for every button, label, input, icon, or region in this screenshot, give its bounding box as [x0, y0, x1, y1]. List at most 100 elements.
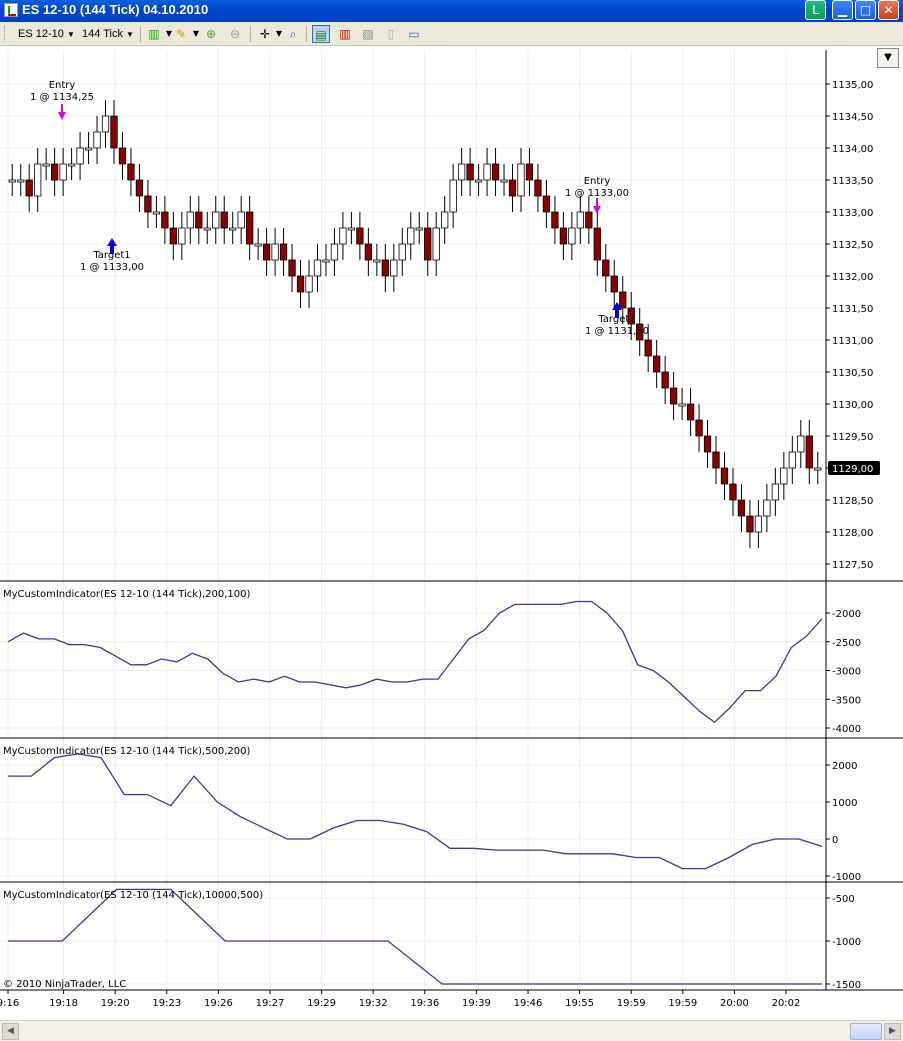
- price-bar: [474, 179, 483, 183]
- strategy-icon[interactable]: ▯: [387, 27, 395, 41]
- price-tick-label: 1131,50: [832, 304, 873, 315]
- price-bar: [152, 211, 161, 215]
- x-tick-label: 19:20: [101, 998, 130, 1009]
- indicator-title: MyCustomIndicator(ES 12-10 (144 Tick),50…: [3, 746, 250, 757]
- price-bar: [695, 419, 703, 437]
- scroll-left-icon[interactable]: ◀: [2, 1023, 19, 1040]
- chevron-down-icon[interactable]: ▼: [192, 29, 200, 38]
- price-bar: [525, 163, 534, 181]
- x-tick-label: 19:46: [514, 998, 543, 1009]
- price-bar: [780, 467, 788, 485]
- price-bar: [169, 227, 177, 245]
- price-bar: [542, 195, 551, 213]
- price-bar: [135, 179, 144, 197]
- price-bar: [127, 163, 135, 181]
- x-tick-label: 19:29: [307, 998, 336, 1009]
- bar-type-icon[interactable]: ▥: [148, 27, 160, 41]
- price-tick-label: 1132,50: [832, 240, 873, 251]
- indicator-tick-label: -500: [832, 894, 855, 905]
- annotation-label: Entry: [584, 176, 611, 187]
- price-bar: [398, 243, 406, 261]
- target-arrow-icon: [107, 238, 117, 254]
- price-bar: [508, 179, 517, 197]
- indicator-tick-label: -2500: [832, 638, 861, 649]
- entry-arrow-icon: [593, 198, 601, 214]
- properties-icon[interactable]: ▧: [362, 27, 374, 41]
- crosshair-icon[interactable]: ✛: [259, 27, 271, 41]
- price-bar: [432, 227, 440, 261]
- price-bar: [576, 211, 584, 229]
- grid: [0, 50, 826, 990]
- scroll-thumb[interactable]: [850, 1023, 882, 1040]
- indicator2-line: [8, 753, 823, 870]
- zoom-in-icon[interactable]: ⊕: [205, 27, 217, 41]
- price-bar: [771, 483, 780, 501]
- price-bar: [619, 291, 627, 309]
- price-bar: [763, 499, 771, 517]
- price-bar: [17, 179, 25, 183]
- annotation-label: Target1: [597, 314, 635, 325]
- last-price-badge: [828, 461, 880, 475]
- price-bar: [500, 179, 508, 183]
- magnifier-icon[interactable]: ⌕: [289, 27, 297, 41]
- instrument-label: ES 12-10: [18, 28, 64, 40]
- price-bar: [424, 227, 432, 261]
- price-bar: [229, 227, 237, 231]
- price-tick-label: 1131,00: [832, 336, 873, 347]
- horizontal-scrollbar[interactable]: ◀ ▶: [0, 1020, 903, 1041]
- link-button[interactable]: L: [805, 0, 826, 20]
- copyright-label: © 2010 NinjaTrader, LLC: [3, 979, 126, 990]
- x-tick-label: 19:32: [359, 998, 388, 1009]
- x-tick-label: 19:59: [617, 998, 646, 1009]
- price-bar: [25, 179, 33, 197]
- chart-style-icon[interactable]: ▥: [339, 27, 351, 41]
- price-bar: [339, 227, 347, 245]
- price-bar: [186, 211, 194, 229]
- zoom-out-icon[interactable]: ⊖: [229, 27, 241, 41]
- instrument-dropdown[interactable]: ES 12-10 ▼: [18, 26, 75, 42]
- interval-dropdown[interactable]: 144 Tick ▼: [82, 26, 134, 42]
- price-bar: [636, 323, 644, 341]
- price-bar: [203, 227, 211, 231]
- price-bar: [330, 243, 339, 261]
- app-icon[interactable]: [4, 3, 18, 17]
- price-bar: [322, 259, 330, 263]
- price-bar: [602, 259, 610, 277]
- x-tick-label: 19:26: [204, 998, 233, 1009]
- price-bar: [661, 371, 669, 389]
- annotation-label: Entry: [49, 80, 76, 91]
- draw-pencil-icon[interactable]: ✎: [175, 27, 187, 41]
- price-bar: [101, 115, 110, 133]
- indicator1-line: [7, 600, 823, 724]
- indicator-tick-label: -3000: [832, 667, 861, 678]
- window-title: ES 12-10 (144 Tick) 04.10.2010: [22, 2, 209, 17]
- price-bar: [381, 259, 389, 277]
- price-bar: [644, 339, 652, 357]
- toolbar-grip[interactable]: [4, 26, 6, 42]
- chevron-down-icon[interactable]: ▼: [165, 29, 173, 38]
- indicator-tick-label: -1000: [832, 872, 861, 883]
- price-bar: [8, 179, 16, 183]
- price-bar: [703, 435, 712, 453]
- close-button[interactable]: ✕: [878, 0, 899, 20]
- scroll-dropdown-button[interactable]: ▼: [877, 48, 899, 68]
- x-tick-label: 19:39: [462, 998, 491, 1009]
- price-bar: [84, 147, 93, 151]
- price-bar: [161, 211, 169, 229]
- target-arrow-icon: [612, 302, 622, 318]
- maximize-button[interactable]: □: [855, 0, 876, 20]
- toolbar-separator: [140, 26, 141, 42]
- price-tick-label: 1127,50: [832, 560, 873, 571]
- price-bar: [288, 259, 296, 277]
- minimize-button[interactable]: ▁: [832, 0, 853, 20]
- data-box-icon[interactable]: ▤: [312, 25, 330, 43]
- price-bar: [712, 451, 720, 469]
- chevron-down-icon: ▼: [66, 30, 75, 39]
- chart-canvas[interactable]: 9:16 19:18 19:20 19:23 19:26 19:27 19:29 19:32 1…: [0, 46, 903, 1020]
- price-bar: [441, 211, 449, 229]
- chevron-down-icon[interactable]: ▼: [275, 29, 283, 38]
- template-icon[interactable]: ▭: [408, 27, 420, 41]
- annotation-detail: 1 @ 1134,25: [30, 92, 94, 103]
- chart-area[interactable]: 9:16 19:18 19:20 19:23 19:26 19:27 19:29 19:32 1…: [0, 46, 903, 1020]
- scroll-right-icon[interactable]: ▶: [884, 1023, 901, 1040]
